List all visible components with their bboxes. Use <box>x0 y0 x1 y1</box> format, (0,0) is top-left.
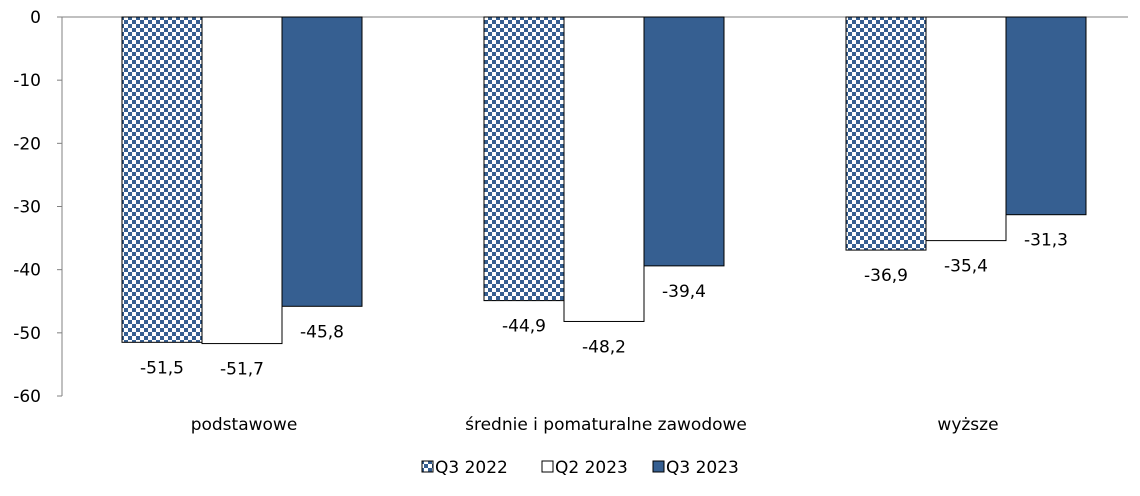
bar-series-2 <box>925 16 1007 242</box>
legend-label: Q3 2022 <box>435 458 508 478</box>
legend-label: Q2 2023 <box>555 458 628 478</box>
data-label: -51,7 <box>220 360 264 380</box>
bar-series-1 <box>121 16 203 343</box>
data-label: -48,2 <box>582 337 626 357</box>
x-category-label: podstawowe <box>191 415 298 435</box>
data-label: -36,9 <box>864 266 908 286</box>
bar-series-1 <box>483 16 565 302</box>
legend-swatch-2 <box>541 460 554 473</box>
x-category-label: wyższe <box>937 415 998 435</box>
y-tick-label: -40 <box>13 261 41 281</box>
legend-swatch-1 <box>421 460 434 473</box>
bar-series-3 <box>643 16 725 267</box>
data-label: -31,3 <box>1024 231 1068 251</box>
x-category-label: średnie i pomaturalne zawodowe <box>465 415 747 435</box>
y-tick-label: -30 <box>13 198 41 218</box>
bar-series-3 <box>281 16 363 307</box>
y-tick-label: 0 <box>30 8 41 28</box>
data-label: -51,5 <box>140 358 184 378</box>
bar-series-1 <box>845 16 927 251</box>
data-label: -39,4 <box>662 282 706 302</box>
data-label: -35,4 <box>944 257 988 277</box>
y-tick-label: -50 <box>13 324 41 344</box>
data-label: -44,9 <box>502 317 546 337</box>
legend-label: Q3 2023 <box>666 458 739 478</box>
legend-swatch-3 <box>652 460 665 473</box>
bar-series-3 <box>1005 16 1087 216</box>
bar-series-2 <box>201 16 283 345</box>
bar-series-2 <box>563 16 645 322</box>
data-label: -45,8 <box>300 322 344 342</box>
y-tick-label: -20 <box>13 134 41 154</box>
y-tick-label: -60 <box>13 387 41 407</box>
y-tick-label: -10 <box>13 71 41 91</box>
